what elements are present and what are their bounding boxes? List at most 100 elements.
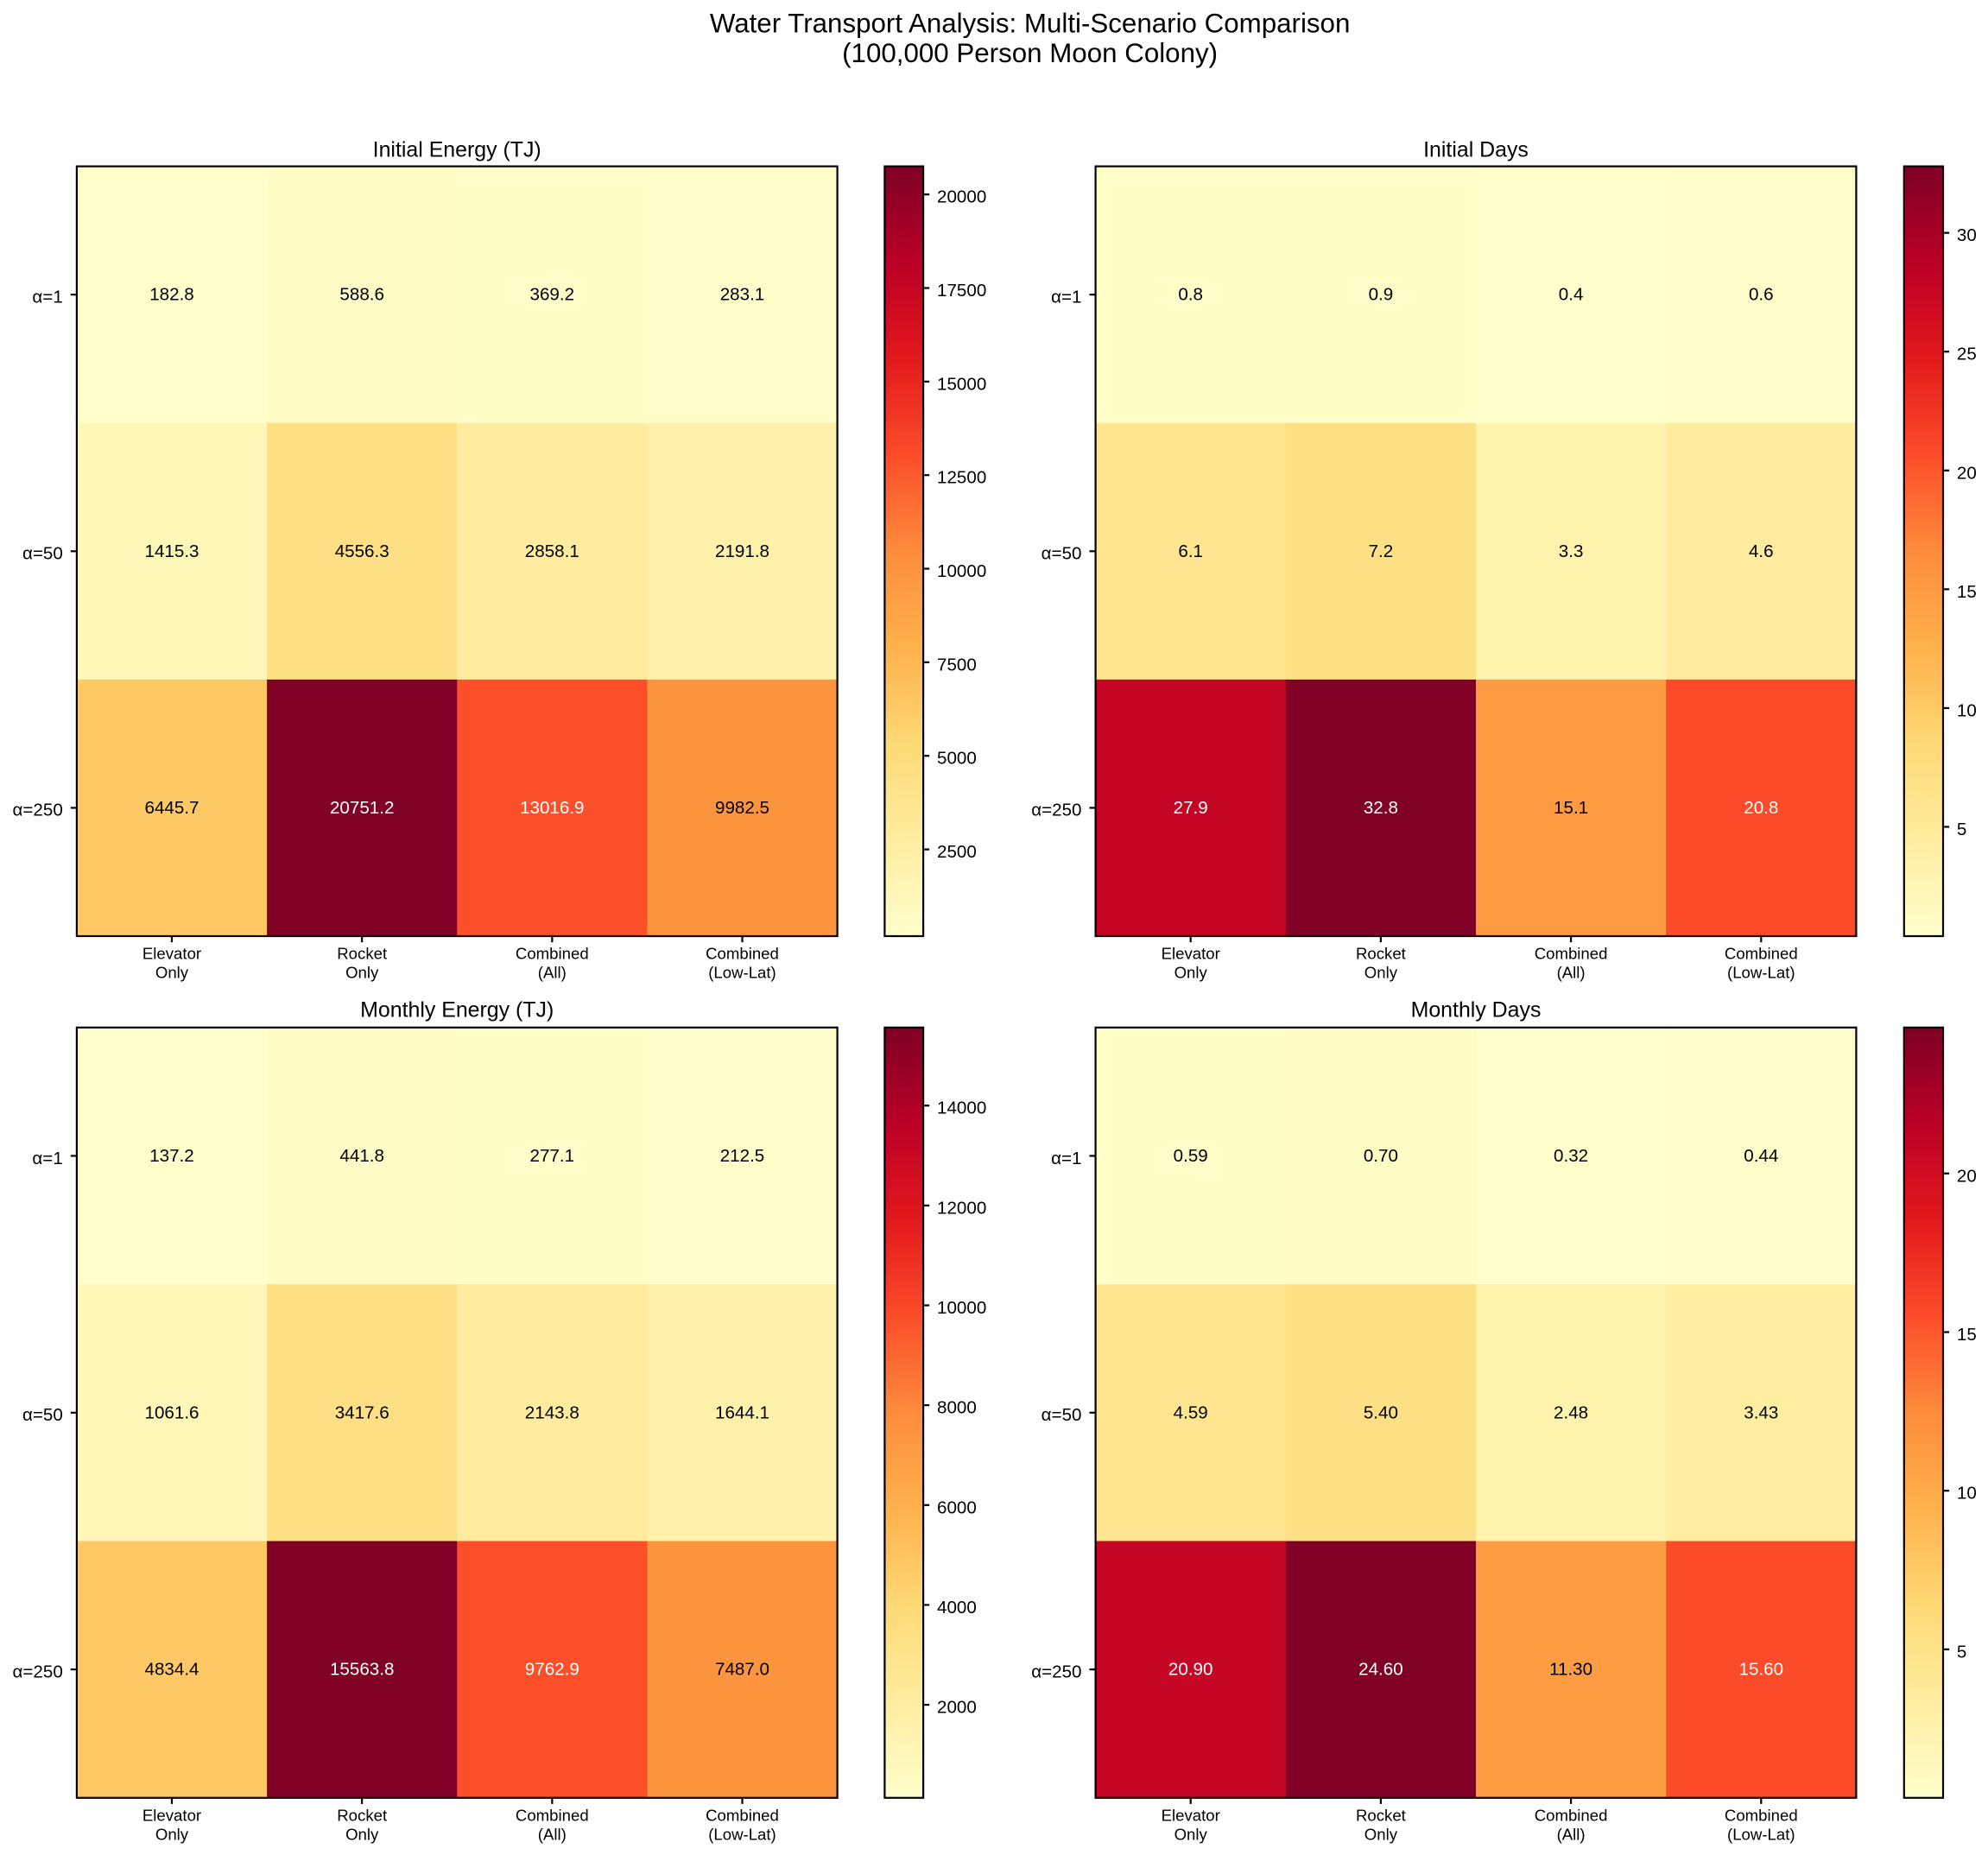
svg-text:277.1: 277.1: [530, 1146, 575, 1166]
svg-text:Only: Only: [1364, 964, 1398, 982]
svg-text:Only: Only: [1174, 1825, 1208, 1843]
svg-text:(100,000 Person Moon Colony): (100,000 Person Moon Colony): [842, 38, 1218, 68]
svg-text:588.6: 588.6: [339, 285, 384, 305]
svg-text:1061.6: 1061.6: [145, 1402, 199, 1422]
svg-text:(Low-Lat): (Low-Lat): [708, 1825, 776, 1843]
svg-text:9762.9: 9762.9: [525, 1660, 579, 1680]
svg-text:2858.1: 2858.1: [525, 541, 579, 561]
svg-text:11.30: 11.30: [1549, 1660, 1592, 1680]
svg-text:Water Transport Analysis: Mult: Water Transport Analysis: Multi-Scenario…: [710, 8, 1351, 38]
svg-text:7.2: 7.2: [1369, 541, 1394, 561]
svg-text:Rocket: Rocket: [337, 945, 388, 963]
svg-text:Rocket: Rocket: [1356, 945, 1407, 963]
svg-text:15.1: 15.1: [1554, 798, 1588, 818]
svg-text:3.43: 3.43: [1744, 1402, 1778, 1422]
svg-text:Elevator: Elevator: [142, 1806, 201, 1824]
svg-text:Only: Only: [155, 964, 189, 982]
svg-text:α=250: α=250: [1031, 801, 1081, 820]
svg-text:Initial Energy (TJ): Initial Energy (TJ): [373, 137, 541, 161]
svg-text:Elevator: Elevator: [1162, 1806, 1220, 1824]
svg-text:α=50: α=50: [22, 1405, 63, 1425]
svg-text:Monthly Days: Monthly Days: [1411, 998, 1542, 1022]
svg-text:α=250: α=250: [1031, 1662, 1081, 1681]
svg-text:7500: 7500: [937, 655, 977, 674]
svg-text:15: 15: [1957, 582, 1977, 602]
svg-text:(Low-Lat): (Low-Lat): [1727, 964, 1795, 982]
svg-text:Only: Only: [345, 1825, 379, 1843]
svg-text:Combined: Combined: [516, 1806, 589, 1824]
svg-text:2143.8: 2143.8: [525, 1402, 579, 1422]
svg-text:2191.8: 2191.8: [715, 541, 769, 561]
svg-text:5.40: 5.40: [1364, 1402, 1398, 1422]
svg-text:Combined: Combined: [1725, 1806, 1798, 1824]
svg-text:20.90: 20.90: [1168, 1660, 1213, 1680]
svg-text:2500: 2500: [937, 842, 977, 862]
svg-text:(All): (All): [1557, 964, 1586, 982]
svg-text:25: 25: [1957, 345, 1977, 364]
svg-text:13016.9: 13016.9: [520, 798, 584, 818]
svg-text:5: 5: [1957, 820, 1966, 839]
svg-text:4556.3: 4556.3: [335, 541, 389, 561]
svg-text:(Low-Lat): (Low-Lat): [1727, 1825, 1795, 1843]
svg-text:15000: 15000: [937, 374, 986, 394]
svg-text:24.60: 24.60: [1358, 1660, 1403, 1680]
svg-text:2.48: 2.48: [1554, 1402, 1588, 1422]
svg-text:Monthly Energy (TJ): Monthly Energy (TJ): [360, 998, 554, 1022]
svg-text:α=50: α=50: [1041, 1405, 1082, 1425]
svg-text:10: 10: [1957, 1484, 1977, 1504]
svg-text:369.2: 369.2: [530, 285, 575, 305]
svg-text:15.60: 15.60: [1739, 1660, 1784, 1680]
svg-text:12000: 12000: [937, 1198, 986, 1218]
svg-text:(All): (All): [538, 1825, 567, 1843]
svg-text:20000: 20000: [937, 187, 986, 207]
svg-text:α=1: α=1: [1051, 288, 1081, 307]
svg-text:8000: 8000: [937, 1398, 977, 1418]
svg-text:0.59: 0.59: [1174, 1146, 1208, 1166]
svg-text:14000: 14000: [937, 1098, 986, 1118]
svg-text:4834.4: 4834.4: [145, 1660, 199, 1680]
svg-text:Combined: Combined: [706, 945, 779, 963]
svg-text:0.44: 0.44: [1744, 1146, 1778, 1166]
svg-text:15563.8: 15563.8: [330, 1660, 394, 1680]
svg-text:0.8: 0.8: [1178, 285, 1203, 305]
svg-text:0.32: 0.32: [1554, 1146, 1588, 1166]
svg-text:10: 10: [1957, 700, 1977, 720]
svg-text:α=1: α=1: [32, 1149, 62, 1168]
svg-text:α=1: α=1: [32, 288, 62, 307]
svg-text:20.8: 20.8: [1744, 798, 1778, 818]
svg-text:α=50: α=50: [22, 544, 63, 564]
svg-text:20: 20: [1957, 463, 1977, 483]
svg-text:4000: 4000: [937, 1598, 977, 1618]
svg-text:182.8: 182.8: [149, 285, 194, 305]
svg-text:27.9: 27.9: [1174, 798, 1208, 818]
svg-text:α=250: α=250: [13, 1662, 63, 1681]
svg-text:Elevator: Elevator: [142, 945, 201, 963]
svg-text:5: 5: [1957, 1642, 1966, 1662]
svg-text:32.8: 32.8: [1364, 798, 1398, 818]
svg-text:α=1: α=1: [1051, 1149, 1081, 1168]
svg-text:Combined: Combined: [516, 945, 589, 963]
svg-text:3417.6: 3417.6: [335, 1402, 389, 1422]
svg-text:Only: Only: [345, 964, 379, 982]
svg-text:3.3: 3.3: [1559, 541, 1584, 561]
svg-text:Combined: Combined: [706, 1806, 779, 1824]
svg-text:Combined: Combined: [1535, 945, 1608, 963]
svg-text:Initial Days: Initial Days: [1423, 137, 1529, 161]
svg-text:10000: 10000: [937, 1298, 986, 1318]
svg-text:5000: 5000: [937, 749, 977, 769]
svg-text:0.70: 0.70: [1364, 1146, 1398, 1166]
svg-text:7487.0: 7487.0: [715, 1660, 769, 1680]
svg-text:10000: 10000: [937, 561, 986, 581]
svg-text:α=250: α=250: [13, 801, 63, 820]
svg-text:Combined: Combined: [1725, 945, 1798, 963]
svg-text:12500: 12500: [937, 468, 986, 488]
svg-text:α=50: α=50: [1041, 544, 1082, 564]
svg-text:4.6: 4.6: [1749, 541, 1774, 561]
svg-text:Only: Only: [1364, 1825, 1398, 1843]
svg-text:30: 30: [1957, 225, 1977, 245]
svg-text:0.9: 0.9: [1369, 285, 1394, 305]
svg-text:Combined: Combined: [1535, 1806, 1608, 1824]
svg-text:0.6: 0.6: [1749, 285, 1774, 305]
svg-text:(Low-Lat): (Low-Lat): [708, 964, 776, 982]
svg-text:0.4: 0.4: [1559, 285, 1584, 305]
